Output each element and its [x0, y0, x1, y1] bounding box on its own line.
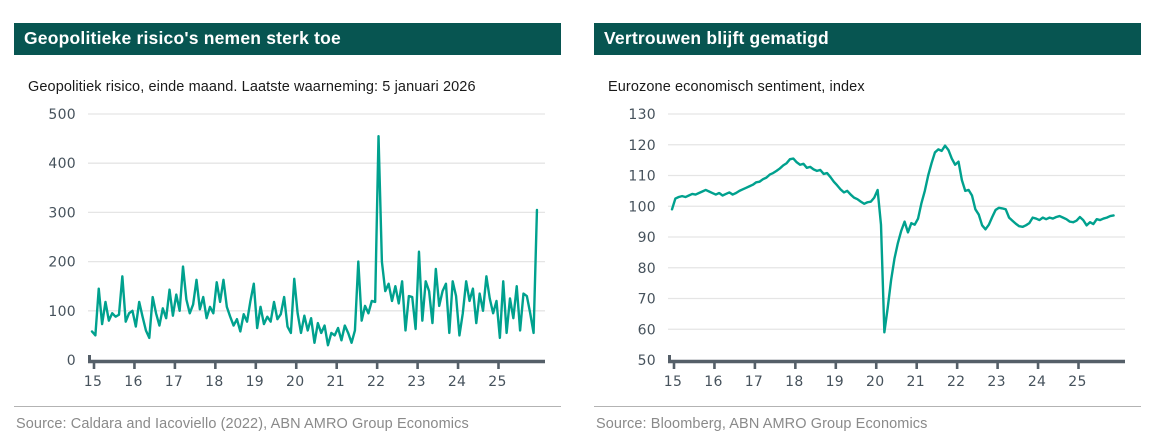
- x-axis-tick-label: 15: [84, 374, 102, 390]
- y-axis-tick-label: 300: [48, 205, 76, 221]
- chart-subtitle: Geopolitiek risico, einde maand. Laatste…: [28, 78, 476, 95]
- x-axis-tick-label: 21: [326, 374, 344, 390]
- y-axis-tick-label: 130: [628, 107, 656, 123]
- chart-title-bar: Vertrouwen blijft gematigd: [594, 22, 1141, 56]
- chart-panel-geopolitical-risk: Geopolitieke risico's nemen sterk toe Ge…: [14, 8, 561, 432]
- chart-title-bar: Geopolitieke risico's nemen sterk toe: [14, 22, 561, 56]
- source-footer: Source: Caldara and Iacoviello (2022), A…: [14, 405, 561, 443]
- x-axis-tick-label: 22: [947, 374, 965, 390]
- x-axis-tick-label: 24: [448, 374, 466, 390]
- x-axis-tick-label: 24: [1028, 374, 1046, 390]
- y-axis-tick-label: 100: [48, 303, 76, 319]
- x-axis-tick-label: 20: [866, 374, 884, 390]
- source-footer: Source: Bloomberg, ABN AMRO Group Econom…: [594, 405, 1141, 443]
- x-axis-tick-label: 23: [987, 374, 1005, 390]
- y-axis-tick-label: 200: [48, 254, 76, 270]
- x-axis-tick-label: 25: [1068, 374, 1086, 390]
- x-axis-tick-label: 15: [664, 374, 682, 390]
- x-axis-tick-label: 22: [367, 374, 385, 390]
- line-chart-geopolitical-risk: 0 100 200 300 400 500 15 16 17 18 19 20 21 22 23 24 25: [14, 101, 561, 406]
- chart-svg: 50 60 70 80 90 100 110 120 130 15 16 17 18 19 20 21 22 23…: [628, 107, 1125, 390]
- y-axis-tick-label: 400: [48, 156, 76, 172]
- data-series-line: [90, 134, 539, 346]
- chart-panel-eurozone-sentiment: Vertrouwen blijft gematigd Eurozone econ…: [594, 8, 1141, 432]
- line-chart-eurozone-sentiment: 50 60 70 80 90 100 110 120 130 15 16 17 18 19 20 21 22 23…: [594, 101, 1141, 406]
- x-axis-tick-label: 20: [286, 374, 304, 390]
- x-axis-tick-label: 18: [205, 374, 223, 390]
- x-axis-tick-label: 18: [785, 374, 803, 390]
- x-axis-tick-label: 19: [246, 374, 264, 390]
- x-axis-tick-label: 21: [906, 374, 924, 390]
- x-axis-tick-label: 19: [826, 374, 844, 390]
- y-axis-tick-label: 0: [67, 353, 76, 369]
- y-axis-tick-label: 110: [628, 168, 656, 184]
- x-axis-tick-label: 16: [124, 374, 142, 390]
- x-axis-tick-label: 23: [407, 374, 425, 390]
- y-axis-tick-label: 60: [638, 322, 656, 338]
- y-axis-tick-label: 100: [628, 199, 656, 215]
- report-charts-row: Geopolitieke risico's nemen sterk toe Ge…: [14, 8, 1141, 432]
- x-axis-tick-label: 17: [745, 374, 763, 390]
- x-axis-tick-label: 16: [704, 374, 722, 390]
- y-axis-tick-label: 500: [48, 107, 76, 123]
- y-axis-tick-label: 80: [638, 260, 656, 276]
- x-axis-tick-label: 25: [488, 374, 506, 390]
- y-axis-tick-label: 50: [638, 353, 656, 369]
- x-axis-tick-label: 17: [165, 374, 183, 390]
- y-axis-tick-label: 120: [628, 137, 656, 153]
- data-series-line: [670, 144, 1115, 334]
- chart-subtitle: Eurozone economisch sentiment, index: [608, 78, 865, 95]
- chart-svg: 0 100 200 300 400 500 15 16 17 18 19 20 21 22 23 24 25: [48, 107, 545, 390]
- y-axis-tick-label: 90: [638, 230, 656, 246]
- y-axis-tick-label: 70: [638, 291, 656, 307]
